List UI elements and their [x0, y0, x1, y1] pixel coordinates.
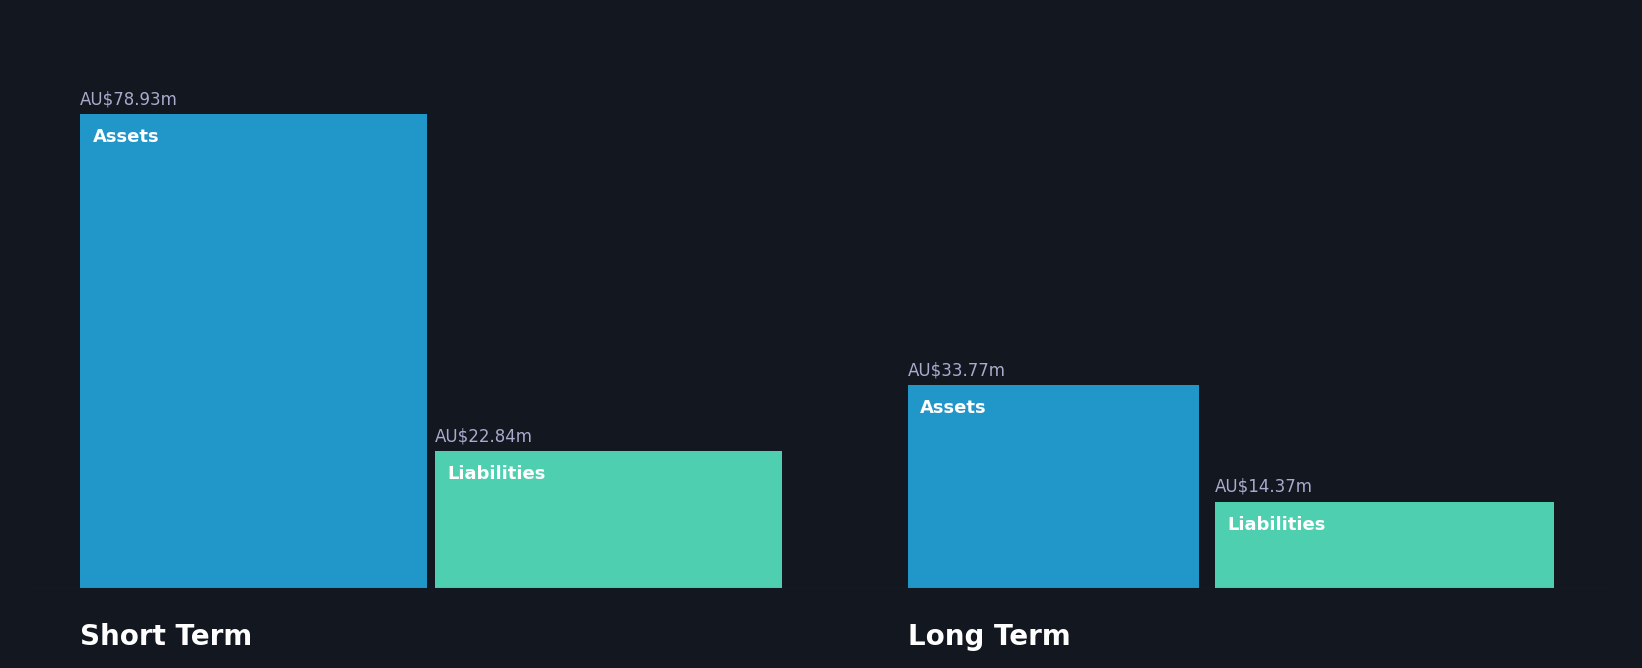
Text: Liabilities: Liabilities [1228, 516, 1327, 534]
Text: Long Term: Long Term [908, 623, 1071, 651]
Text: AU$22.84m: AU$22.84m [435, 427, 532, 445]
Text: Short Term: Short Term [80, 623, 253, 651]
Bar [908, 385, 1199, 588]
Bar [1215, 502, 1553, 588]
Text: Assets: Assets [920, 399, 987, 418]
Text: AU$78.93m: AU$78.93m [80, 90, 177, 108]
Bar [435, 451, 782, 588]
Bar [80, 114, 427, 588]
Text: Assets: Assets [92, 128, 159, 146]
Text: AU$14.37m: AU$14.37m [1215, 478, 1314, 496]
Text: AU$33.77m: AU$33.77m [908, 361, 1005, 379]
Text: Liabilities: Liabilities [447, 465, 545, 483]
